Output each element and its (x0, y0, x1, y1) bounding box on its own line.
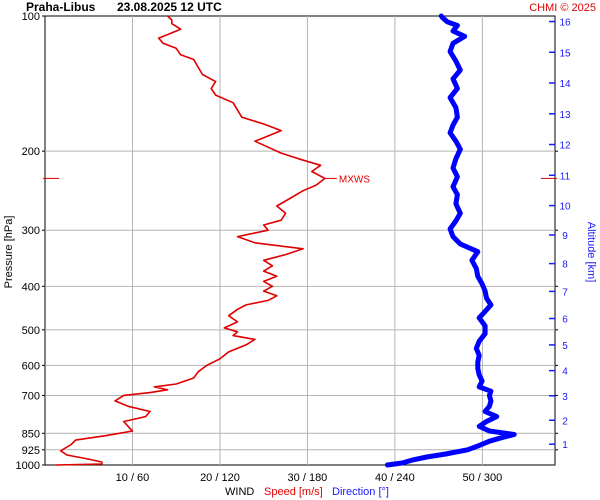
pressure-tick-label: 500 (22, 325, 40, 337)
altitude-tick-label: 11 (560, 171, 571, 182)
x-tick-label: 20 / 120 (200, 472, 240, 484)
altitude-tick-label: 13 (559, 110, 571, 121)
altitude-tick-label: 14 (559, 79, 571, 90)
pressure-tick-label: 1000 (16, 460, 40, 472)
pressure-tick-label: 200 (22, 146, 40, 158)
x-label-speed: Speed [m/s] (264, 486, 323, 498)
altitude-tick-label: 3 (562, 392, 568, 403)
altitude-tick-label: 4 (562, 367, 568, 378)
grid (45, 16, 555, 465)
x-tick-label: 10 / 60 (116, 472, 150, 484)
x-tick-label: 50 / 300 (463, 472, 503, 484)
x-tick-labels: 10 / 60 20 / 120 30 / 180 40 / 240 50 / 300 (116, 472, 503, 484)
pressure-tick-labels: 100 200 300 400 500 600 700 850 925 1000 (16, 11, 558, 472)
pressure-tick-label: 400 (22, 281, 40, 293)
copyright-notice: CHMI © 2025 (529, 2, 596, 14)
station-name: Praha-Libus (26, 0, 96, 14)
pressure-tick-label: 925 (22, 445, 40, 457)
x-tick-label: 30 / 180 (288, 472, 328, 484)
pressure-tick-label: 600 (22, 360, 40, 372)
pressure-tick-label: 700 (22, 390, 40, 402)
pressure-axis-label: Pressure [hPa] (3, 216, 15, 289)
x-label-wind: WIND (225, 486, 254, 498)
altitude-tick-label: 10 (559, 202, 571, 213)
direction-line (384, 13, 517, 468)
altitude-tick-label: 12 (559, 141, 571, 152)
altitude-tick-label: 7 (562, 287, 568, 298)
data-series (54, 13, 517, 468)
altitude-tick-label: 2 (562, 416, 568, 427)
altitude-tick-label: 6 (562, 315, 568, 326)
sounding-datetime: 23.08.2025 12 UTC (117, 0, 222, 14)
pressure-tick-label: 100 (22, 11, 40, 23)
altitude-tick-label: 8 (562, 260, 568, 271)
altitude-tick-label: 16 (559, 18, 571, 29)
x-tick-label: 40 / 240 (375, 472, 415, 484)
altitude-tick-label: 15 (559, 48, 571, 59)
mxws-label: MXWS (339, 174, 370, 185)
altitude-tick-label: 9 (562, 231, 568, 242)
speed-line (54, 15, 326, 466)
plot-frame (44, 15, 556, 466)
pressure-tick-label: 300 (22, 225, 40, 237)
pressure-tick-label: 850 (22, 428, 40, 440)
x-axis-label: WIND Speed [m/s] Direction [°] (225, 486, 389, 498)
altitude-axis-label: Altitude [km] (585, 222, 597, 283)
x-label-direction: Direction [°] (332, 486, 389, 498)
mxws-marker: MXWS (43, 174, 557, 185)
altitude-tick-label: 5 (562, 341, 568, 352)
altitude-tick-label: 1 (562, 440, 568, 451)
